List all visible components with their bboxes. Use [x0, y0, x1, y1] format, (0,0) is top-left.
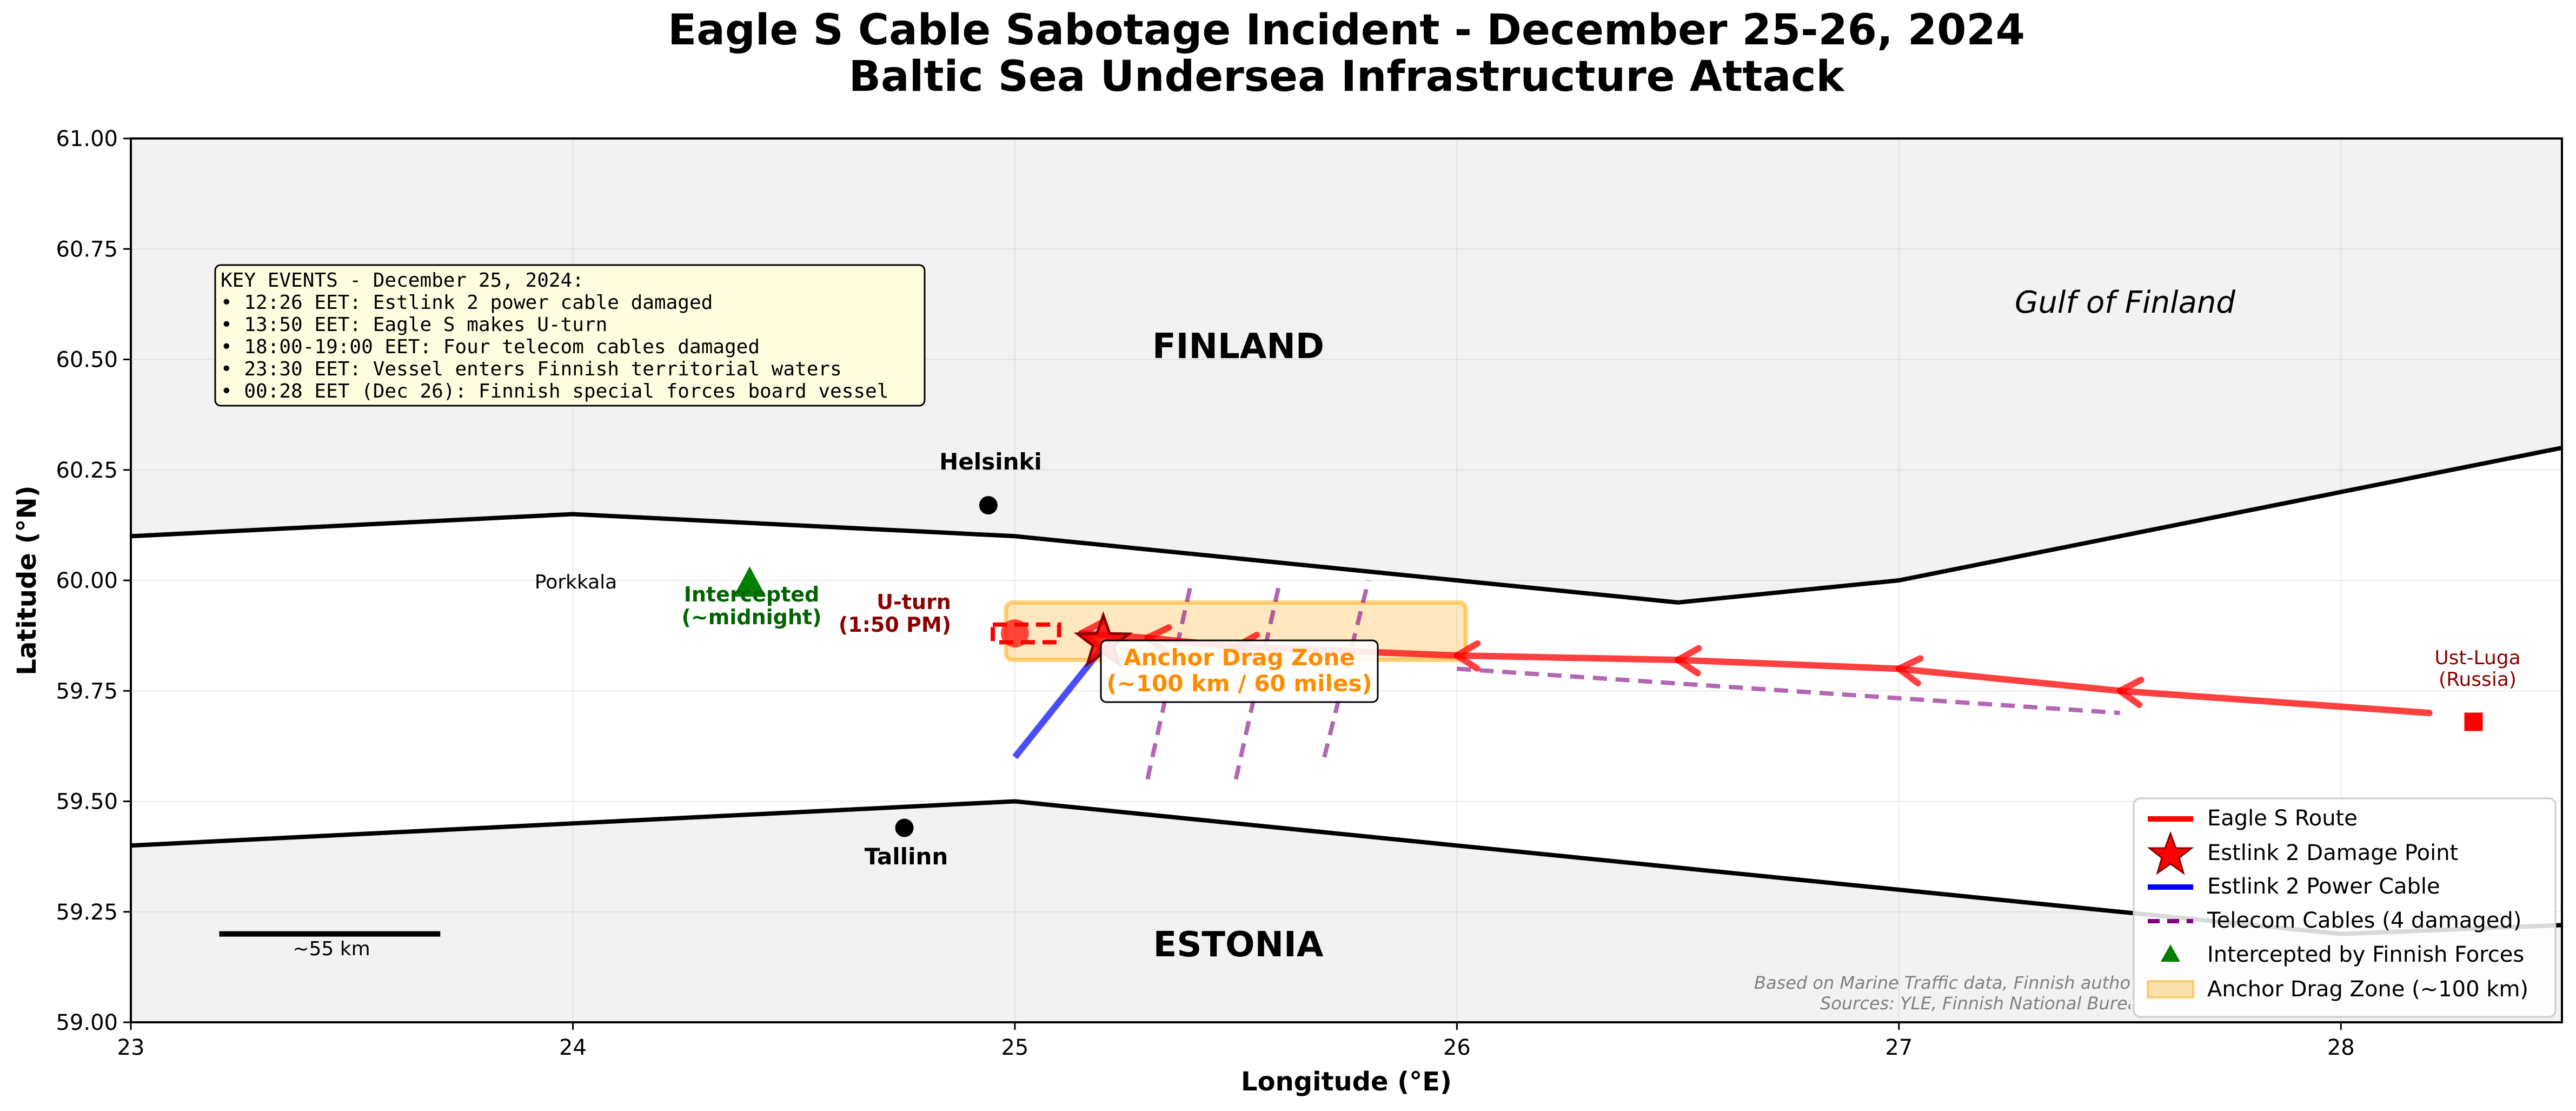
label-uturn-time: (1:50 PM)	[839, 613, 951, 637]
x-tick-label: 28	[2327, 1035, 2355, 1060]
legend-swatch-intercept	[2161, 944, 2180, 962]
coastline-finland	[131, 445, 2562, 605]
scale-bar-label: ~55 km	[293, 938, 370, 960]
key-event-1: • 12:26 EET: Estlink 2 power cable damag…	[221, 292, 713, 314]
chart-title: Eagle S Cable Sabotage Incident - Decemb…	[668, 6, 2025, 55]
y-axis: 59.00 59.25 59.50 59.75 60.00 60.25 60.50 60.75…	[56, 127, 131, 1035]
legend-label-power: Estlink 2 Power Cable	[2207, 874, 2440, 899]
legend: Eagle S Route Estlink 2 Damage Point Est…	[2133, 797, 2557, 1018]
y-tick-label: 60.75	[56, 237, 118, 262]
y-tick-label: 60.00	[56, 568, 118, 593]
label-finland: FINLAND	[1152, 327, 1324, 367]
key-event-3: • 18:00-19:00 EET: Four telecom cables d…	[221, 336, 760, 358]
y-tick-label: 60.50	[56, 348, 118, 373]
land-estonia	[131, 801, 2562, 1022]
label-uturn: U-turn	[877, 590, 951, 614]
y-axis-label: Latitude (°N)	[12, 485, 42, 675]
y-tick-label: 61.00	[56, 127, 118, 151]
key-events-title: KEY EVENTS - December 25, 2024:	[221, 269, 584, 292]
key-event-2: • 13:50 EET: Eagle S makes U-turn	[221, 314, 607, 336]
label-porkkala: Porkkala	[535, 571, 617, 593]
x-tick-label: 25	[1001, 1035, 1028, 1060]
x-axis: 23 24 25 26 27 28	[117, 1022, 2355, 1060]
label-ust-luga: Ust-Luga	[2434, 647, 2520, 669]
land-layer	[131, 138, 2562, 1022]
drag-zone-label: Anchor Drag Zone	[1124, 644, 1355, 671]
ust-luga-marker	[2464, 712, 2483, 731]
route-segment	[2116, 687, 2433, 717]
legend-swatch-zone	[2147, 980, 2194, 998]
key-event-4: • 23:30 EET: Vessel enters Finnish terri…	[221, 358, 842, 380]
legend-label-zone: Anchor Drag Zone (~100 km)	[2207, 977, 2528, 1002]
label-estonia: ESTONIA	[1153, 925, 1324, 965]
legend-box	[2133, 797, 2557, 1018]
city-tallinn	[895, 818, 914, 837]
y-tick-label: 59.50	[56, 790, 118, 815]
route-segment	[1675, 657, 1902, 672]
land-finland	[131, 138, 2562, 603]
source-note-1: Based on Marine Traffic data, Finnish au…	[1754, 973, 2241, 993]
label-intercepted-time: (~midnight)	[682, 605, 822, 629]
x-tick-label: 26	[1443, 1035, 1471, 1060]
legend-swatch-star	[2147, 831, 2194, 875]
source-note-2: Sources: YLE, Finnish National Bureau of…	[1820, 993, 2289, 1014]
legend-label-intercept: Intercepted by Finnish Forces	[2207, 942, 2524, 967]
x-tick-label: 23	[117, 1035, 145, 1060]
estlink-2-power-cable	[1012, 644, 1106, 759]
label-tallinn: Tallinn	[865, 843, 948, 870]
key-event-5: • 00:28 EET (Dec 26): Finnish special fo…	[221, 380, 888, 402]
y-tick-label: 59.75	[56, 679, 118, 704]
telecom-cable-4	[1457, 666, 2120, 716]
drag-zone-sublabel: (~100 km / 60 miles)	[1106, 670, 1372, 697]
city-helsinki	[979, 496, 998, 515]
key-events-box	[214, 264, 926, 407]
label-helsinki: Helsinki	[939, 448, 1042, 475]
label-gulf: Gulf of Finland	[2015, 285, 2235, 320]
drag-zone-callout	[1100, 639, 1379, 703]
y-tick-label: 59.25	[56, 900, 118, 925]
chart-subtitle: Baltic Sea Undersea Infrastructure Attac…	[849, 52, 1845, 101]
route-segment	[1453, 652, 1682, 664]
y-tick-label: 59.00	[56, 1010, 118, 1035]
x-axis-label: Longitude (°E)	[1241, 1067, 1452, 1097]
route-segment	[1895, 665, 2123, 695]
y-tick-label: 60.25	[56, 458, 118, 483]
label-russia: (Russia)	[2439, 669, 2517, 691]
legend-label-telecom: Telecom Cables (4 damaged)	[2207, 908, 2521, 933]
intercept-point	[733, 566, 766, 597]
x-tick-label: 27	[1885, 1035, 1913, 1060]
legend-label-route: Eagle S Route	[2207, 806, 2358, 831]
uturn-point	[1000, 619, 1029, 648]
legend-label-star: Estlink 2 Damage Point	[2207, 841, 2458, 865]
label-intercepted: Intercepted	[684, 583, 820, 606]
uturn-box	[991, 622, 1061, 645]
x-tick-label: 24	[559, 1035, 587, 1060]
